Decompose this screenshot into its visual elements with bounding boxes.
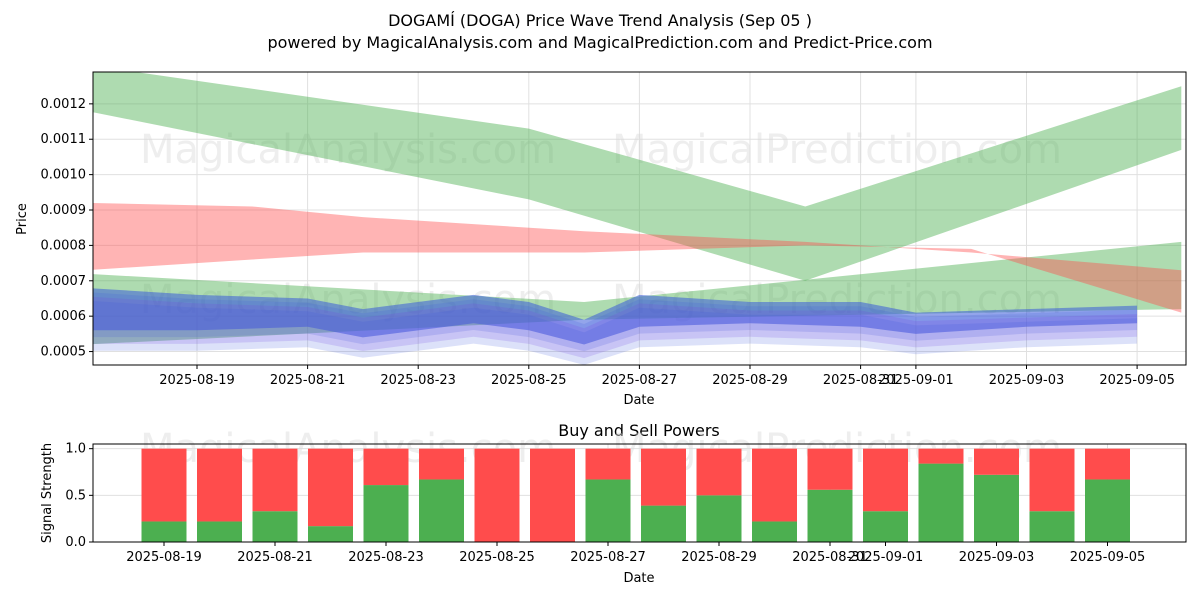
sell-bar: [197, 448, 242, 522]
price-x-tick-label: 2025-08-27: [602, 373, 678, 388]
sell-bar: [363, 448, 409, 486]
price-band-layer: [93, 292, 1138, 352]
price-y-label: Price: [15, 203, 30, 235]
price-x-ticks: 2025-08-19 2025-08-21 2025-08-23 2025-08-25…: [159, 365, 1175, 388]
signal-x-label: Date: [623, 571, 654, 586]
price-x-tick-label: 2025-08-19: [159, 373, 235, 388]
signal-x-tick-label: 2025-08-19: [126, 550, 202, 565]
sell-bar: [918, 448, 964, 464]
price-x-tick-label: 2025-08-25: [491, 373, 567, 388]
signal-x-tick-label: 2025-08-31: [792, 550, 868, 565]
signal-y-tick-label: 0.0: [65, 535, 86, 550]
buy-bar: [363, 485, 409, 542]
sell-bar: [863, 448, 908, 512]
price-band-layer: [93, 301, 1138, 365]
price-x-tick-label: 2025-08-29: [712, 373, 788, 388]
buy-bar: [863, 511, 908, 542]
buy-bar: [585, 479, 631, 542]
signal-x-tick-label: 2025-08-25: [459, 550, 535, 565]
price-x-label: Date: [623, 393, 654, 408]
buy-bar: [974, 474, 1019, 542]
signal-x-tick-label: 2025-08-23: [348, 550, 424, 565]
sell-bar: [585, 448, 631, 480]
buy-bar: [141, 521, 187, 542]
watermark-1: MagicalAnalysis.com: [140, 127, 556, 173]
sell-bar: [141, 448, 187, 522]
price-x-tick-label: 2025-08-21: [270, 373, 346, 388]
buy-bar: [1029, 511, 1075, 542]
price-y-tick-label: 0.0005: [41, 345, 87, 360]
price-band-blue: [93, 288, 1138, 345]
price-band-green: [93, 72, 1182, 281]
buy-bar: [807, 489, 853, 542]
chart-subtitle: powered by MagicalAnalysis.com and Magic…: [267, 33, 933, 52]
signal-x-tick-label: 2025-09-05: [1070, 550, 1146, 565]
sell-bar: [419, 448, 464, 480]
buy-bar: [918, 463, 964, 542]
sell-bar: [641, 448, 686, 506]
sell-bar: [474, 448, 520, 542]
price-x-tick-label: 2025-08-31: [823, 373, 899, 388]
buy-bar: [197, 521, 242, 542]
signal-x-tick-label: 2025-09-01: [848, 550, 924, 565]
price-x-tick-label: 2025-08-23: [380, 373, 456, 388]
price-x-tick-label: 2025-09-05: [1099, 373, 1175, 388]
price-x-tick-label: 2025-09-03: [989, 373, 1065, 388]
signal-y-tick-label: 0.5: [65, 488, 86, 503]
buy-bar: [252, 511, 298, 542]
price-y-tick-label: 0.0012: [41, 97, 87, 112]
signal-y-tick-label: 1.0: [65, 442, 86, 457]
price-band-group: [93, 72, 1182, 365]
sell-bar: [252, 448, 298, 512]
sell-bar: [696, 448, 742, 496]
price-y-tick-label: 0.0011: [41, 132, 87, 147]
signal-y-ticks: 0.0 0.5 1.0: [65, 442, 93, 550]
sell-bar: [1085, 448, 1130, 480]
price-panel: MagicalAnalysis.com MagicalPrediction.co…: [15, 71, 1187, 408]
price-bands: [93, 72, 1182, 365]
signal-x-ticks: 2025-08-19 2025-08-21 2025-08-23 2025-08-25…: [126, 542, 1145, 565]
price-y-tick-label: 0.0009: [41, 203, 87, 218]
signal-x-tick-label: 2025-08-29: [681, 550, 757, 565]
price-x-tick-label: 2025-09-01: [878, 373, 954, 388]
sell-bar: [308, 448, 353, 527]
sell-bar: [752, 448, 797, 522]
sell-bar: [530, 448, 575, 542]
price-y-ticks: 0.0005 0.0006 0.0007 0.0008 0.0009 0.0010 0.00…: [41, 97, 93, 360]
buy-bar: [308, 526, 353, 542]
sell-bar: [807, 448, 853, 490]
price-y-tick-label: 0.0007: [41, 274, 87, 289]
signal-bars: [141, 448, 1130, 542]
buy-bar: [752, 521, 797, 542]
buy-bar: [419, 479, 464, 542]
signal-y-label: Signal Strength: [40, 443, 55, 543]
sell-bar: [974, 448, 1019, 475]
chart-title: DOGAMÍ (DOGA) Price Wave Trend Analysis …: [388, 11, 812, 30]
sell-bar: [1029, 448, 1075, 512]
signal-panel: Buy and Sell Powers MagicalAnalysis.com …: [40, 421, 1187, 586]
buy-bar: [1085, 479, 1130, 542]
buy-bar: [696, 495, 742, 542]
signal-axes-frame: [92, 443, 1187, 543]
watermark-2: MagicalPrediction.com: [612, 127, 1062, 173]
price-y-tick-label: 0.0006: [41, 309, 87, 324]
price-y-tick-label: 0.0008: [41, 238, 87, 253]
price-y-tick-label: 0.0010: [41, 168, 87, 183]
signal-x-tick-label: 2025-09-03: [959, 550, 1035, 565]
signal-x-tick-label: 2025-08-21: [237, 550, 313, 565]
price-band-layer: [93, 296, 1138, 359]
price-band-red: [93, 203, 1182, 313]
buy-bar: [641, 505, 686, 542]
signal-x-tick-label: 2025-08-27: [570, 550, 646, 565]
signal-title: Buy and Sell Powers: [558, 421, 720, 440]
